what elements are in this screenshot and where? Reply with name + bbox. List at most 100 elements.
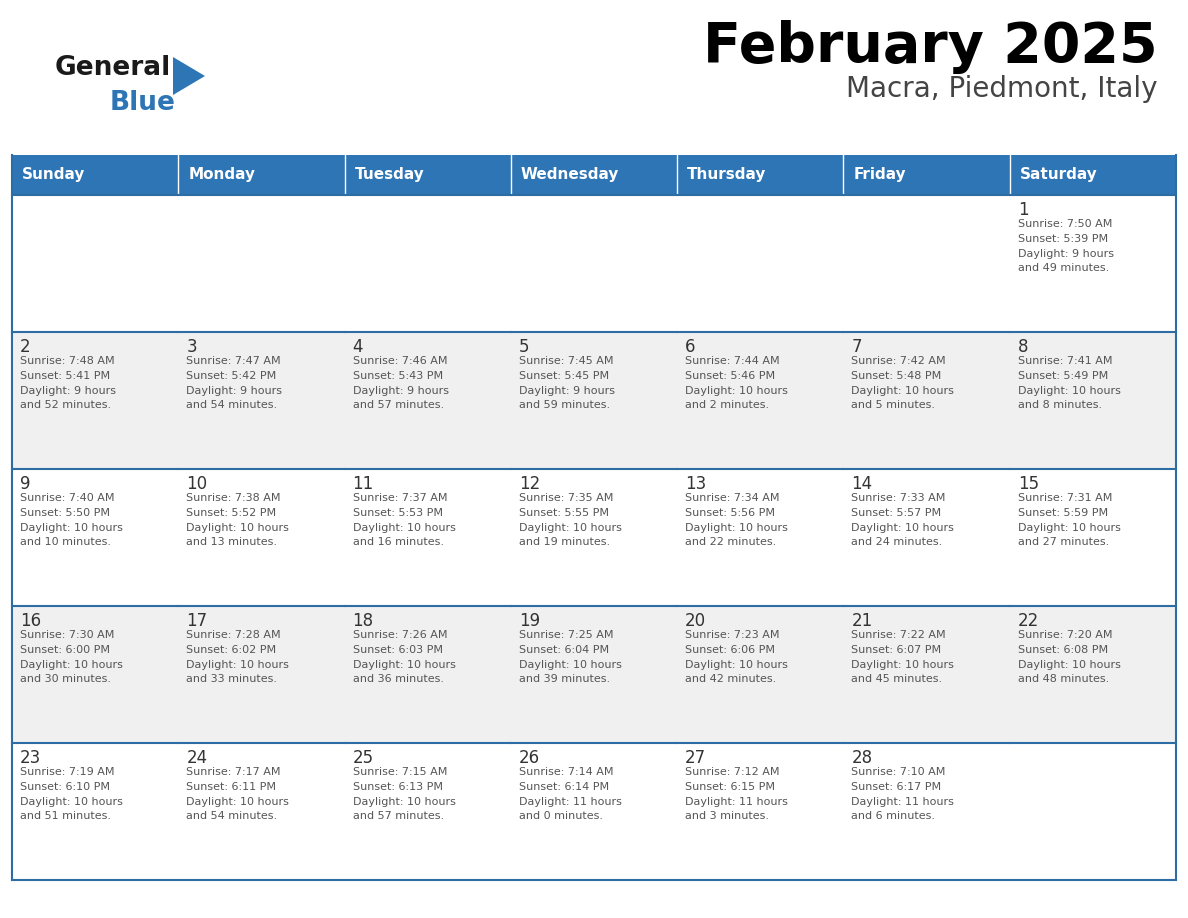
Bar (12, 606, 178, 743)
Bar (178, 469, 345, 606)
Text: and 45 minutes.: and 45 minutes. (852, 674, 942, 684)
Text: Sunrise: 7:47 AM: Sunrise: 7:47 AM (187, 356, 280, 366)
Text: Sunrise: 7:33 AM: Sunrise: 7:33 AM (852, 493, 946, 503)
Text: and 54 minutes.: and 54 minutes. (187, 811, 278, 821)
Text: 20: 20 (685, 612, 707, 630)
Text: 8: 8 (1018, 338, 1029, 356)
Text: 17: 17 (187, 612, 208, 630)
Text: Sunset: 5:42 PM: Sunset: 5:42 PM (187, 371, 277, 381)
Text: Daylight: 9 hours: Daylight: 9 hours (1018, 249, 1113, 259)
Text: Macra, Piedmont, Italy: Macra, Piedmont, Italy (847, 75, 1158, 103)
Text: Sunrise: 7:50 AM: Sunrise: 7:50 AM (1018, 219, 1112, 229)
Text: and 33 minutes.: and 33 minutes. (187, 674, 277, 684)
Text: Sunset: 5:59 PM: Sunset: 5:59 PM (1018, 508, 1108, 518)
Text: Daylight: 10 hours: Daylight: 10 hours (852, 523, 954, 533)
Text: and 3 minutes.: and 3 minutes. (685, 811, 769, 821)
Text: Sunset: 6:14 PM: Sunset: 6:14 PM (519, 782, 609, 792)
Text: Sunrise: 7:22 AM: Sunrise: 7:22 AM (852, 630, 946, 640)
Bar (1010, 469, 1176, 606)
Text: Sunset: 5:43 PM: Sunset: 5:43 PM (353, 371, 443, 381)
Bar (511, 332, 677, 469)
Text: Daylight: 10 hours: Daylight: 10 hours (187, 523, 289, 533)
Bar (677, 606, 843, 743)
Bar (1010, 743, 1176, 880)
Text: Sunset: 6:04 PM: Sunset: 6:04 PM (519, 645, 609, 655)
Text: Sunrise: 7:48 AM: Sunrise: 7:48 AM (20, 356, 114, 366)
Text: 11: 11 (353, 475, 374, 493)
Text: Daylight: 11 hours: Daylight: 11 hours (685, 797, 788, 807)
Text: Sunrise: 7:34 AM: Sunrise: 7:34 AM (685, 493, 779, 503)
Bar (1010, 155, 1176, 195)
Bar (677, 195, 843, 332)
Text: Sunrise: 7:45 AM: Sunrise: 7:45 AM (519, 356, 613, 366)
Text: 24: 24 (187, 749, 208, 767)
Text: Sunrise: 7:17 AM: Sunrise: 7:17 AM (187, 767, 280, 777)
Text: Sunrise: 7:40 AM: Sunrise: 7:40 AM (20, 493, 114, 503)
Text: 15: 15 (1018, 475, 1038, 493)
Text: Daylight: 9 hours: Daylight: 9 hours (187, 386, 283, 396)
Text: 7: 7 (852, 338, 862, 356)
Text: Sunrise: 7:35 AM: Sunrise: 7:35 AM (519, 493, 613, 503)
Text: and 5 minutes.: and 5 minutes. (852, 400, 935, 410)
Text: Sunrise: 7:19 AM: Sunrise: 7:19 AM (20, 767, 114, 777)
Text: Sunrise: 7:37 AM: Sunrise: 7:37 AM (353, 493, 447, 503)
Bar (677, 743, 843, 880)
Bar (677, 155, 843, 195)
Bar (843, 606, 1010, 743)
Text: and 22 minutes.: and 22 minutes. (685, 537, 777, 547)
Text: Sunrise: 7:26 AM: Sunrise: 7:26 AM (353, 630, 447, 640)
Text: 14: 14 (852, 475, 872, 493)
Text: Sunrise: 7:12 AM: Sunrise: 7:12 AM (685, 767, 779, 777)
Text: Sunset: 5:45 PM: Sunset: 5:45 PM (519, 371, 609, 381)
Text: and 57 minutes.: and 57 minutes. (353, 811, 443, 821)
Bar (511, 469, 677, 606)
Text: Sunrise: 7:23 AM: Sunrise: 7:23 AM (685, 630, 779, 640)
Text: and 57 minutes.: and 57 minutes. (353, 400, 443, 410)
Text: Sunset: 6:02 PM: Sunset: 6:02 PM (187, 645, 277, 655)
Text: Sunset: 6:15 PM: Sunset: 6:15 PM (685, 782, 775, 792)
Text: 13: 13 (685, 475, 707, 493)
Text: Daylight: 10 hours: Daylight: 10 hours (519, 660, 621, 670)
Text: Wednesday: Wednesday (520, 167, 619, 183)
Text: Sunrise: 7:46 AM: Sunrise: 7:46 AM (353, 356, 447, 366)
Text: Sunrise: 7:28 AM: Sunrise: 7:28 AM (187, 630, 280, 640)
Bar (843, 155, 1010, 195)
Bar (843, 469, 1010, 606)
Text: Sunset: 5:50 PM: Sunset: 5:50 PM (20, 508, 110, 518)
Text: Sunrise: 7:41 AM: Sunrise: 7:41 AM (1018, 356, 1112, 366)
Text: Daylight: 10 hours: Daylight: 10 hours (353, 797, 455, 807)
Bar (843, 195, 1010, 332)
Bar (511, 606, 677, 743)
Text: Sunset: 6:06 PM: Sunset: 6:06 PM (685, 645, 775, 655)
Text: Sunset: 5:49 PM: Sunset: 5:49 PM (1018, 371, 1108, 381)
Bar (345, 195, 511, 332)
Text: Daylight: 10 hours: Daylight: 10 hours (852, 660, 954, 670)
Text: 19: 19 (519, 612, 541, 630)
Text: Sunset: 5:41 PM: Sunset: 5:41 PM (20, 371, 110, 381)
Text: and 59 minutes.: and 59 minutes. (519, 400, 609, 410)
Text: Daylight: 10 hours: Daylight: 10 hours (187, 797, 289, 807)
Text: 28: 28 (852, 749, 872, 767)
Text: and 49 minutes.: and 49 minutes. (1018, 263, 1108, 273)
Text: and 0 minutes.: and 0 minutes. (519, 811, 602, 821)
Text: and 19 minutes.: and 19 minutes. (519, 537, 609, 547)
Text: Daylight: 10 hours: Daylight: 10 hours (20, 660, 122, 670)
Bar (12, 155, 178, 195)
Text: 5: 5 (519, 338, 530, 356)
Bar (843, 743, 1010, 880)
Text: Saturday: Saturday (1019, 167, 1098, 183)
Text: and 10 minutes.: and 10 minutes. (20, 537, 110, 547)
Text: Sunset: 6:13 PM: Sunset: 6:13 PM (353, 782, 443, 792)
Text: Sunset: 5:39 PM: Sunset: 5:39 PM (1018, 234, 1108, 244)
Text: Sunrise: 7:20 AM: Sunrise: 7:20 AM (1018, 630, 1112, 640)
Text: Daylight: 10 hours: Daylight: 10 hours (187, 660, 289, 670)
Text: Daylight: 11 hours: Daylight: 11 hours (519, 797, 621, 807)
Bar (1010, 195, 1176, 332)
Text: and 51 minutes.: and 51 minutes. (20, 811, 110, 821)
Text: 10: 10 (187, 475, 208, 493)
Text: Friday: Friday (853, 167, 906, 183)
Text: Sunset: 5:53 PM: Sunset: 5:53 PM (353, 508, 443, 518)
Text: Sunset: 6:08 PM: Sunset: 6:08 PM (1018, 645, 1108, 655)
Bar (345, 155, 511, 195)
Text: Sunset: 5:57 PM: Sunset: 5:57 PM (852, 508, 942, 518)
